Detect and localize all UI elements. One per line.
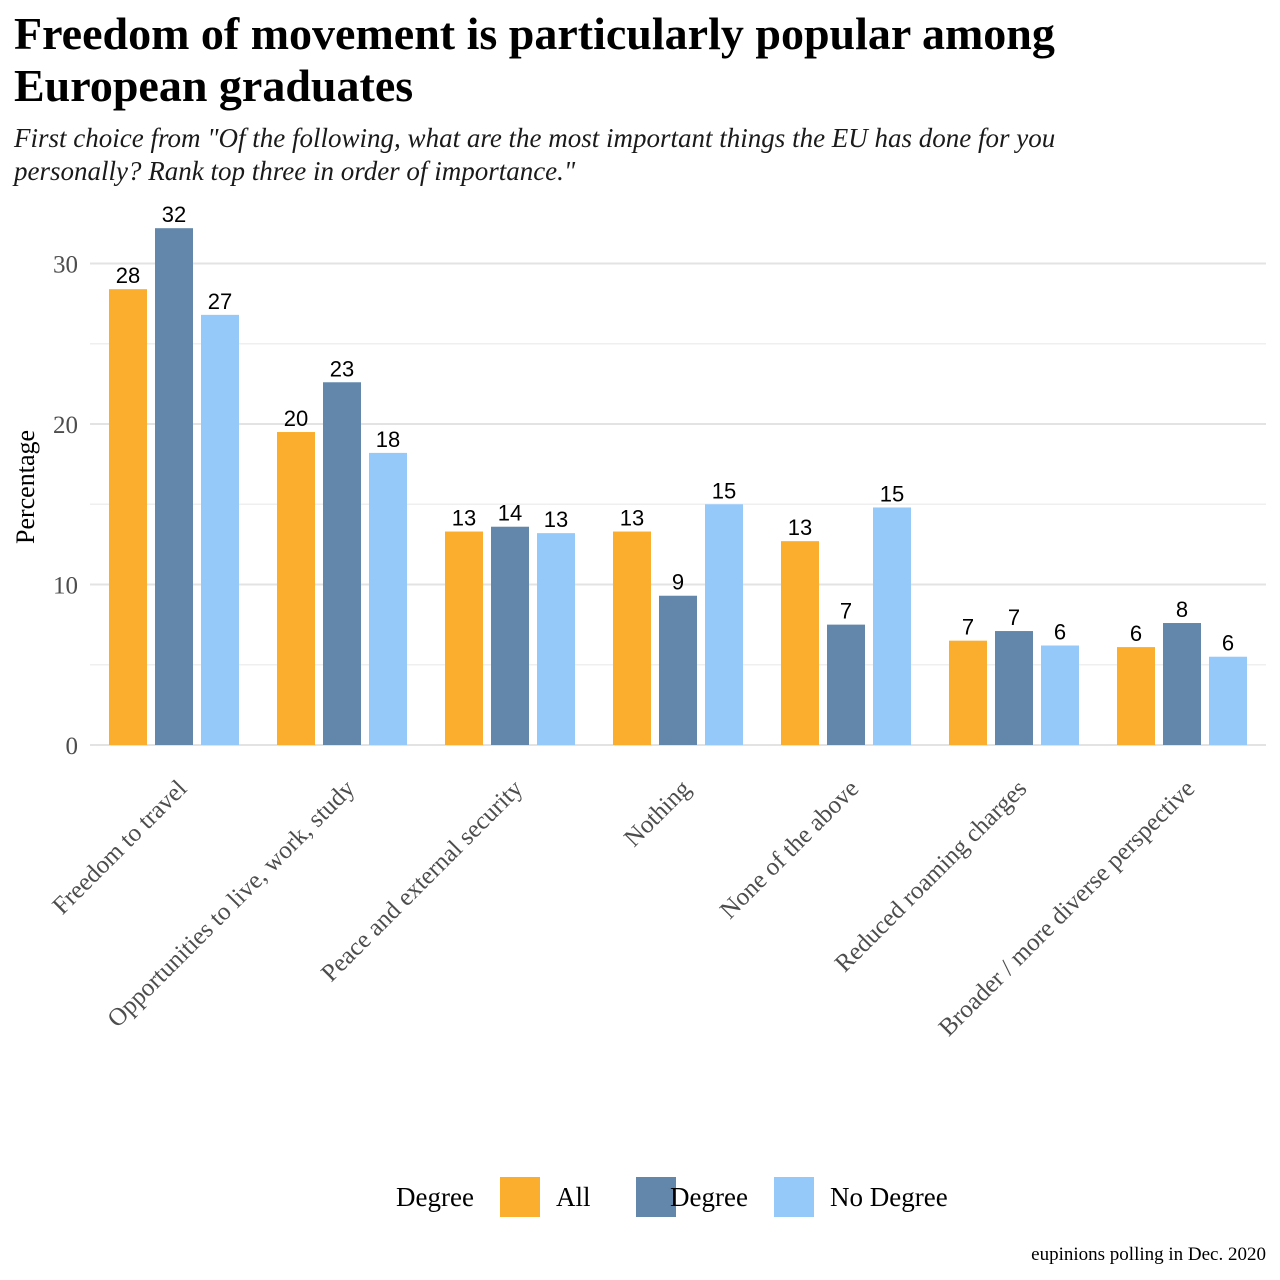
x-tick-label: Freedom to travel [47, 775, 192, 920]
data-label: 15 [712, 478, 736, 503]
bar [109, 289, 147, 745]
bar [827, 624, 865, 745]
x-tick-label: Peace and external security [316, 775, 528, 987]
y-axis-label: Percentage [11, 430, 40, 544]
bar [659, 595, 697, 745]
data-label: 13 [544, 507, 568, 532]
chart-caption: eupinions polling in Dec. 2020 [1031, 1244, 1266, 1265]
data-label: 6 [1054, 619, 1066, 644]
data-label: 18 [376, 427, 400, 452]
y-tick-label: 20 [53, 412, 78, 439]
data-label: 14 [498, 501, 522, 526]
bar [949, 640, 987, 745]
bar [705, 504, 743, 745]
bar [1163, 623, 1201, 745]
data-label: 13 [452, 506, 476, 531]
data-label: 8 [1176, 597, 1188, 622]
bar [277, 432, 315, 745]
data-label: 15 [880, 481, 904, 506]
x-tick-label: Nothing [619, 775, 696, 852]
bar [537, 533, 575, 745]
bar [369, 452, 407, 745]
legend-label: No Degree [830, 1182, 948, 1212]
data-label: 13 [620, 506, 644, 531]
bar [491, 526, 529, 745]
data-label: 9 [672, 570, 684, 595]
bars [109, 228, 1247, 745]
data-label: 27 [208, 289, 232, 314]
data-label: 20 [284, 406, 308, 431]
legend-title: Degree [396, 1182, 474, 1212]
bar [995, 631, 1033, 745]
bar [323, 382, 361, 745]
y-tick-label: 30 [53, 252, 78, 279]
legend: Degree All Degree No Degree [396, 1177, 948, 1217]
data-label: 7 [962, 615, 974, 640]
bar [1117, 647, 1155, 745]
data-label: 32 [162, 202, 186, 227]
legend-label: All [556, 1182, 591, 1212]
data-label: 7 [1008, 605, 1020, 630]
data-labels: 28 32 27 20 23 18 13 14 13 13 9 15 13 7 15 7 7 6 6 8 6 [116, 202, 1234, 656]
bar [445, 531, 483, 745]
data-label: 28 [116, 263, 140, 288]
legend-key [774, 1177, 814, 1217]
bar [613, 531, 651, 745]
bar [1041, 645, 1079, 745]
chart-subtitle: First choice from "Of the following, wha… [14, 123, 1056, 186]
bar [781, 541, 819, 745]
y-tick-label: 0 [66, 733, 79, 760]
data-label: 6 [1130, 621, 1142, 646]
y-tick-label: 10 [53, 573, 78, 600]
y-axis-ticks: 0 10 20 30 [53, 252, 78, 761]
bar [873, 507, 911, 745]
legend-label: Degree [670, 1182, 748, 1212]
bar [201, 314, 239, 745]
data-label: 6 [1222, 631, 1234, 656]
data-label: 23 [330, 356, 354, 381]
chart-title: Freedom of movement is particularly popu… [14, 8, 1055, 111]
legend-key [500, 1177, 540, 1217]
legend-key [636, 1177, 676, 1217]
x-tick-label: None of the above [715, 775, 864, 924]
bar [155, 228, 193, 745]
bar [1209, 656, 1247, 745]
data-label: 13 [788, 515, 812, 540]
x-tick-label: Reduced roaming charges [830, 775, 1032, 977]
data-label: 7 [840, 599, 852, 624]
